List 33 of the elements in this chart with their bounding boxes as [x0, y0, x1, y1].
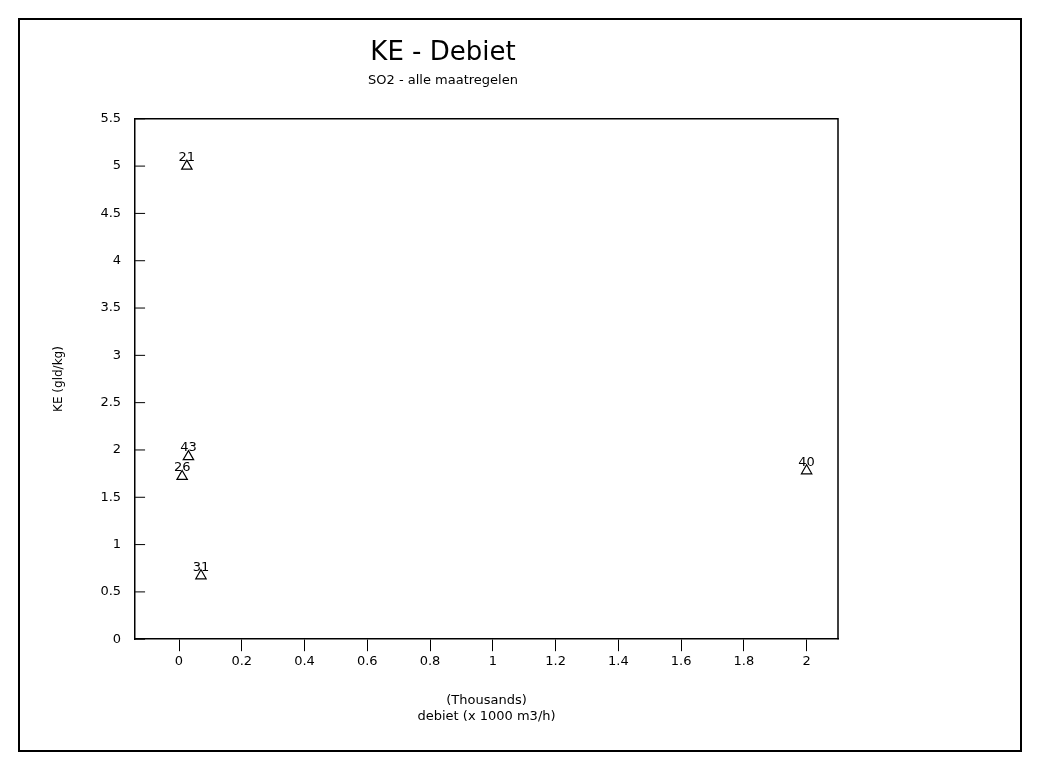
y-tick-label: 2.5 [100, 394, 122, 410]
y-tick-label: 0 [112, 630, 122, 646]
x-tick-label: 0.8 [419, 653, 441, 669]
x-tick-label: 0.6 [356, 653, 378, 669]
annotation: 21 [178, 148, 196, 164]
y-tick-label: 2 [112, 441, 122, 457]
annotation: 43 [180, 439, 197, 455]
x-tick-label: 0 [174, 653, 184, 669]
x-tick-label: 0.2 [231, 653, 253, 669]
y-axis-title: KE (gld/kg) [51, 346, 66, 412]
x-axis-title: debiet (x 1000 m3/h) [417, 707, 556, 723]
y-tick-label: 5.5 [100, 110, 122, 126]
chart-subtitle: SO2 - alle maatregelen [368, 72, 518, 88]
x-tick-label: 1.8 [733, 653, 755, 669]
y-tick-label: 5 [112, 157, 122, 173]
y-tick-label: 1 [112, 535, 122, 551]
x-tick-label: 2 [802, 653, 811, 669]
x-tick-label: 1.2 [545, 653, 566, 669]
annotation: 40 [798, 453, 815, 469]
text: (Thousands) [446, 691, 527, 707]
x-tick-label: 1 [488, 653, 497, 669]
y-tick-label: 4 [112, 252, 122, 268]
chart-title: KE - Debiet [370, 36, 516, 67]
y-tick-label: 0.5 [100, 583, 122, 599]
y-tick-label: 4.5 [100, 204, 122, 220]
y-tick-label: 1.5 [100, 488, 122, 504]
annotation: 26 [173, 459, 191, 475]
x-tick-label: 0.4 [294, 653, 315, 669]
annotation: 31 [192, 558, 210, 574]
x-tick-label: 1.6 [670, 653, 692, 669]
x-tick-label: 1.4 [607, 653, 629, 669]
y-tick-label: 3 [112, 346, 122, 362]
y-tick-label: 3.5 [100, 299, 122, 315]
